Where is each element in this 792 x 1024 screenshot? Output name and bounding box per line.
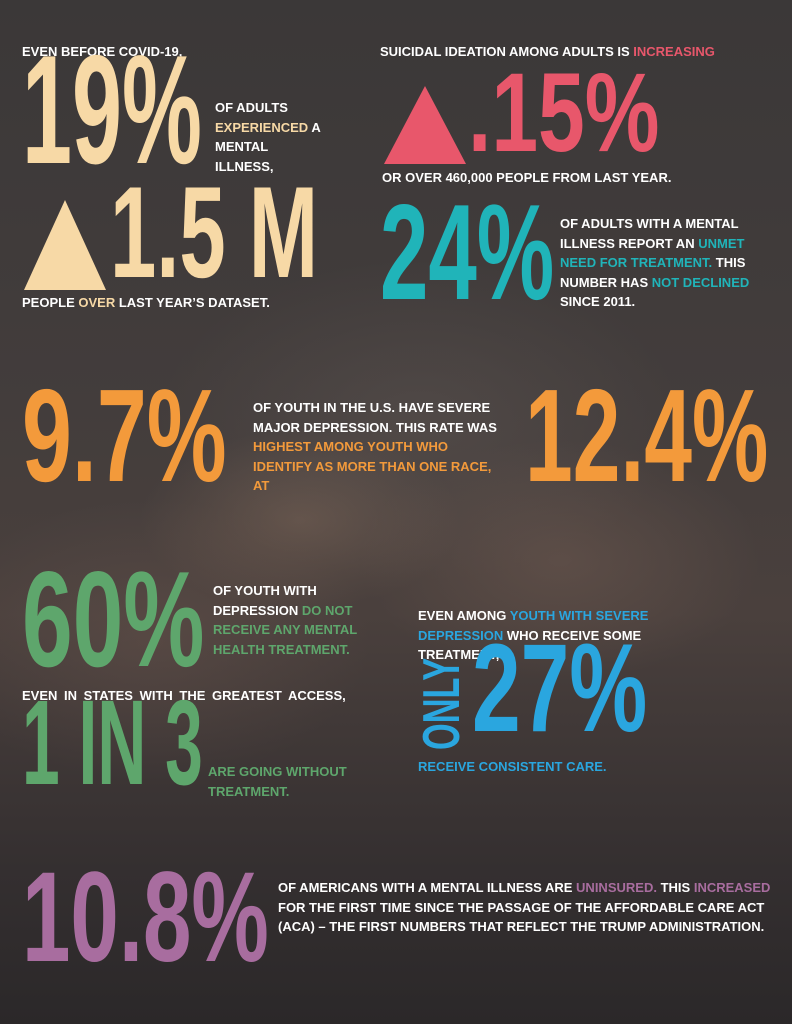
text: WHO RECEIVE SOME TREATMENT,	[418, 627, 642, 663]
stat-text: OF ADULTS WITH A MENTAL ILLNESS REPORT A…	[560, 214, 750, 312]
stat: 60%	[22, 543, 205, 695]
highlight: INCREASING	[633, 44, 715, 59]
stat: 12.4%	[525, 362, 769, 509]
text: THIS NUMBER HAS	[560, 255, 746, 290]
stat: 19%	[22, 23, 202, 196]
stat-text: OR OVER 460,000 PEOPLE FROM LAST YEAR.	[382, 170, 672, 185]
text: PEOPLE	[22, 295, 75, 310]
highlight: EXPERIENCED	[215, 119, 309, 135]
highlight: DO NOT RECEIVE ANY MENTAL HEALTH TREATME…	[213, 602, 357, 657]
highlight: UNMET NEED FOR TREATMENT.	[560, 235, 745, 271]
text: OF ADULTS	[215, 100, 288, 115]
stat: 9.7%	[22, 362, 227, 509]
text: SINCE 2011.	[560, 294, 636, 309]
highlight: INCREASED	[693, 880, 771, 895]
intro: EVEN AMONG YOUTH WITH SEVERE DEPRESSION …	[418, 606, 718, 665]
stat: 1.5 M	[110, 159, 319, 305]
highlight: YOUTH WITH SEVERE DEPRESSION	[418, 608, 649, 643]
stat: 27%	[472, 619, 648, 758]
text: FOR THE FIRST TIME SINCE THE PASSAGE OF …	[278, 899, 765, 935]
highlight: NOT DECLINED	[651, 274, 750, 290]
text: OF ADULTS WITH A MENTAL ILLNESS REPORT A…	[560, 216, 739, 251]
highlight: UNINSURED.	[576, 880, 657, 895]
stat: 1 IN 3	[22, 674, 203, 810]
stat-text: PEOPLE OVER LAST YEAR’S DATASET.	[22, 293, 270, 313]
stat: 24%	[380, 176, 555, 328]
highlight: OVER	[78, 295, 116, 310]
text: OF YOUTH WITH DEPRESSION	[213, 583, 317, 618]
stat-text: OF YOUTH WITH DEPRESSION DO NOT RECEIVE …	[213, 581, 388, 659]
text: THIS	[660, 880, 691, 895]
intro: EVEN IN STATES WITH THE GREATEST ACCESS,	[22, 688, 346, 703]
heading: SUICIDAL IDEATION AMONG ADULTS IS INCREA…	[380, 42, 715, 62]
text: OF YOUTH IN THE U.S. HAVE SEVERE MAJOR D…	[253, 400, 497, 435]
text: EVEN AMONG	[418, 608, 507, 623]
intro: EVEN BEFORE COVID-19,	[22, 44, 183, 59]
up-triangle	[24, 200, 106, 290]
highlight: HIGHEST AMONG YOUTH WHO IDENTIFY AS MORE…	[253, 439, 492, 493]
stat: .15%	[468, 50, 660, 175]
stat-text: ARE GOING WITHOUT TREATMENT.	[208, 764, 347, 799]
text: SUICIDAL IDEATION AMONG ADULTS IS	[380, 44, 630, 59]
stat-text: OF AMERICANS WITH A MENTAL ILLNESS ARE U…	[278, 878, 778, 937]
text: A MENTAL ILLNESS,	[215, 119, 321, 174]
up-triangle	[384, 86, 466, 164]
stat-text: RECEIVE CONSISTENT CARE.	[418, 759, 607, 774]
text: OF AMERICANS WITH A MENTAL ILLNESS ARE	[278, 880, 573, 895]
stat-text: OF YOUTH IN THE U.S. HAVE SEVERE MAJOR D…	[253, 398, 508, 496]
stat-text: OF ADULTS EXPERIENCED A MENTAL ILLNESS,	[215, 98, 325, 176]
text: LAST YEAR’S DATASET.	[118, 295, 270, 310]
stat: 10.8%	[22, 846, 269, 989]
qualifier: ONLY	[413, 657, 471, 750]
